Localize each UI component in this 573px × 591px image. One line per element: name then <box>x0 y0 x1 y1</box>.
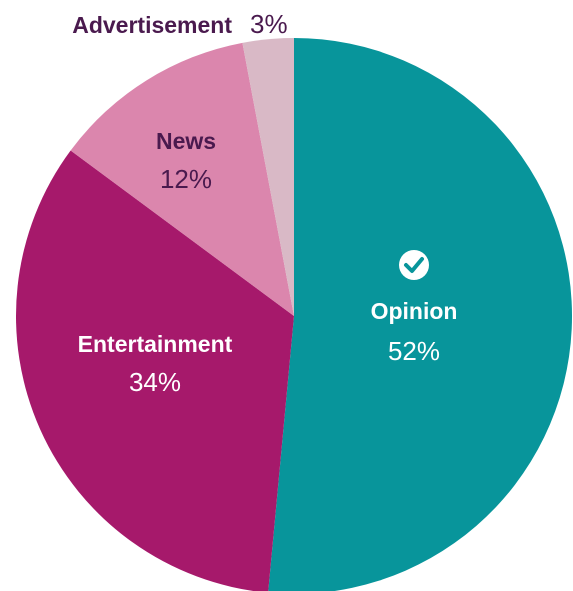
slice-label-entertainment: Entertainment 34% <box>78 331 233 397</box>
slice-value: 52% <box>388 336 440 366</box>
slice-name: Entertainment <box>78 331 233 357</box>
check-circle-icon <box>399 250 429 280</box>
slice-label-news: News 12% <box>156 128 216 194</box>
slice-name: Opinion <box>371 298 458 324</box>
slice-name: News <box>156 128 216 154</box>
pie-slice-news <box>70 42 294 316</box>
slice-value: 3% <box>250 9 288 39</box>
pie-slice-entertainment <box>16 150 294 591</box>
pie-slices <box>16 38 572 591</box>
slice-label-opinion: Opinion 52% <box>371 250 458 366</box>
slice-value: 12% <box>160 164 212 194</box>
slice-label-advertisement: Advertisement 3% <box>72 9 287 39</box>
pie-slice-opinion <box>268 38 572 591</box>
slice-name: Advertisement <box>72 12 232 38</box>
slice-value: 34% <box>129 367 181 397</box>
pie-slice-advertisement <box>242 38 294 316</box>
